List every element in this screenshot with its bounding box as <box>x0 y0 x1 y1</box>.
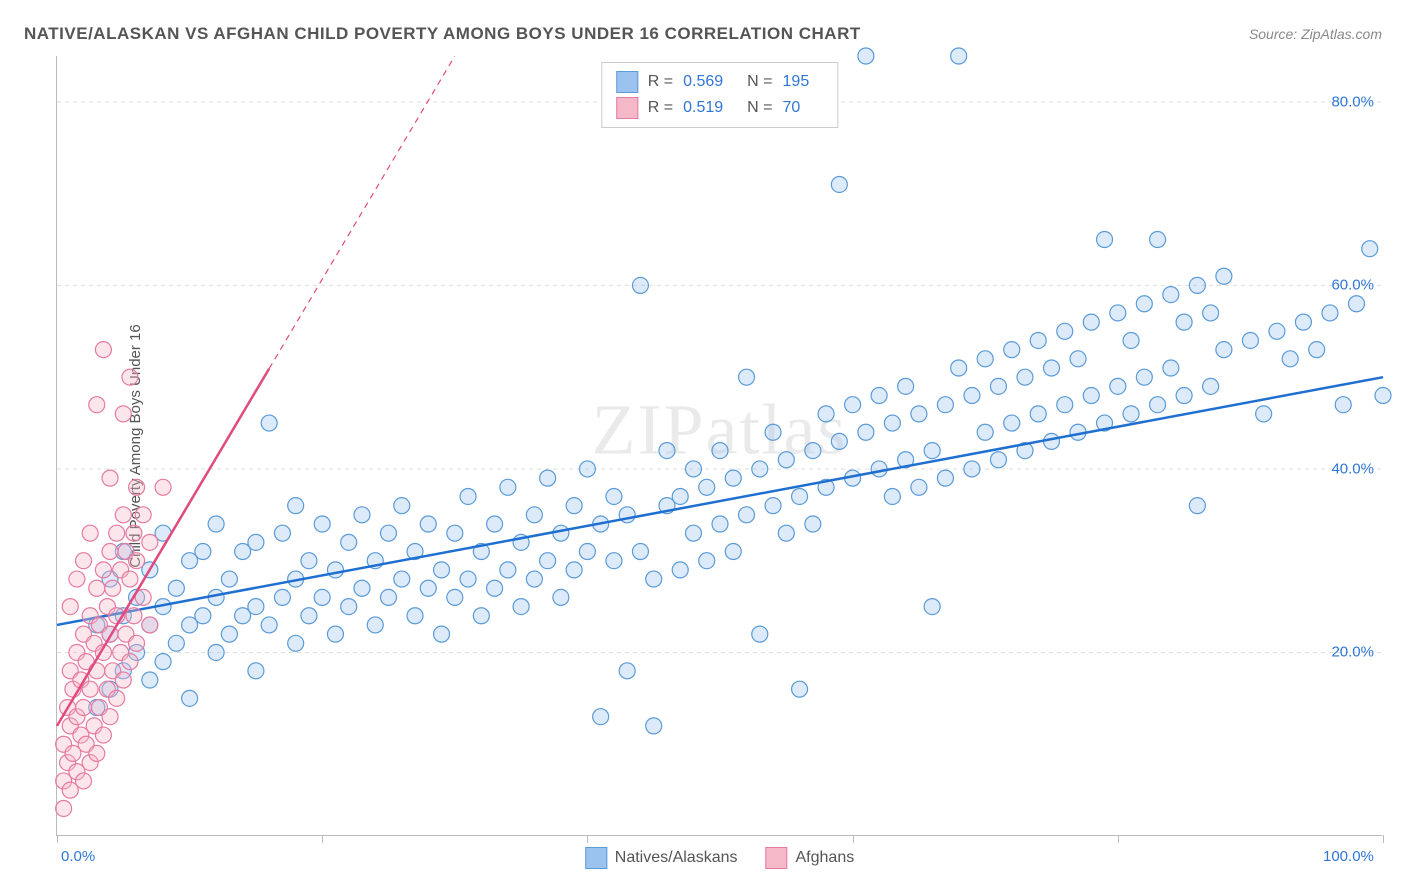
x-tick-label: 100.0% <box>1323 848 1374 865</box>
r-value-natives: 0.569 <box>683 73 723 91</box>
swatch-natives <box>616 71 638 93</box>
x-tick <box>57 835 58 843</box>
r-label: R = <box>648 99 673 117</box>
n-value-natives: 195 <box>783 73 810 91</box>
swatch-natives <box>585 847 607 869</box>
legend-item-afghans: Afghans <box>766 847 855 869</box>
legend-stats-row-1: R = 0.569 N = 195 <box>616 69 823 95</box>
swatch-afghans <box>766 847 788 869</box>
n-value-afghans: 70 <box>783 99 801 117</box>
chart-title: NATIVE/ALASKAN VS AFGHAN CHILD POVERTY A… <box>24 24 861 44</box>
legend-label-natives: Natives/Alaskans <box>615 849 738 867</box>
x-tick <box>853 835 854 843</box>
source-attribution: Source: ZipAtlas.com <box>1249 26 1382 42</box>
x-tick <box>322 835 323 843</box>
y-tick-label: 40.0% <box>1331 460 1374 477</box>
title-row: NATIVE/ALASKAN VS AFGHAN CHILD POVERTY A… <box>24 24 1382 44</box>
x-tick-label: 0.0% <box>61 848 95 865</box>
y-tick-label: 80.0% <box>1331 93 1374 110</box>
legend-item-natives: Natives/Alaskans <box>585 847 738 869</box>
legend-stats-row-2: R = 0.519 N = 70 <box>616 95 823 121</box>
x-tick <box>587 835 588 843</box>
plot-area: ZIPatlas R = 0.569 N = 195 R = 0.519 N =… <box>56 56 1382 836</box>
source-name: ZipAtlas.com <box>1301 26 1382 42</box>
n-label: N = <box>747 73 772 91</box>
r-label: R = <box>648 73 673 91</box>
legend-categories: Natives/Alaskans Afghans <box>585 847 854 869</box>
y-tick-label: 20.0% <box>1331 644 1374 661</box>
y-tick-label: 60.0% <box>1331 277 1374 294</box>
swatch-afghans <box>616 97 638 119</box>
x-tick <box>1383 835 1384 843</box>
legend-label-afghans: Afghans <box>796 849 855 867</box>
chart-container: NATIVE/ALASKAN VS AFGHAN CHILD POVERTY A… <box>0 0 1406 892</box>
n-label: N = <box>747 99 772 117</box>
source-prefix: Source: <box>1249 26 1301 42</box>
x-tick <box>1118 835 1119 843</box>
plot-svg <box>57 56 1382 835</box>
legend-stats: R = 0.569 N = 195 R = 0.519 N = 70 <box>601 62 838 128</box>
r-value-afghans: 0.519 <box>683 99 723 117</box>
